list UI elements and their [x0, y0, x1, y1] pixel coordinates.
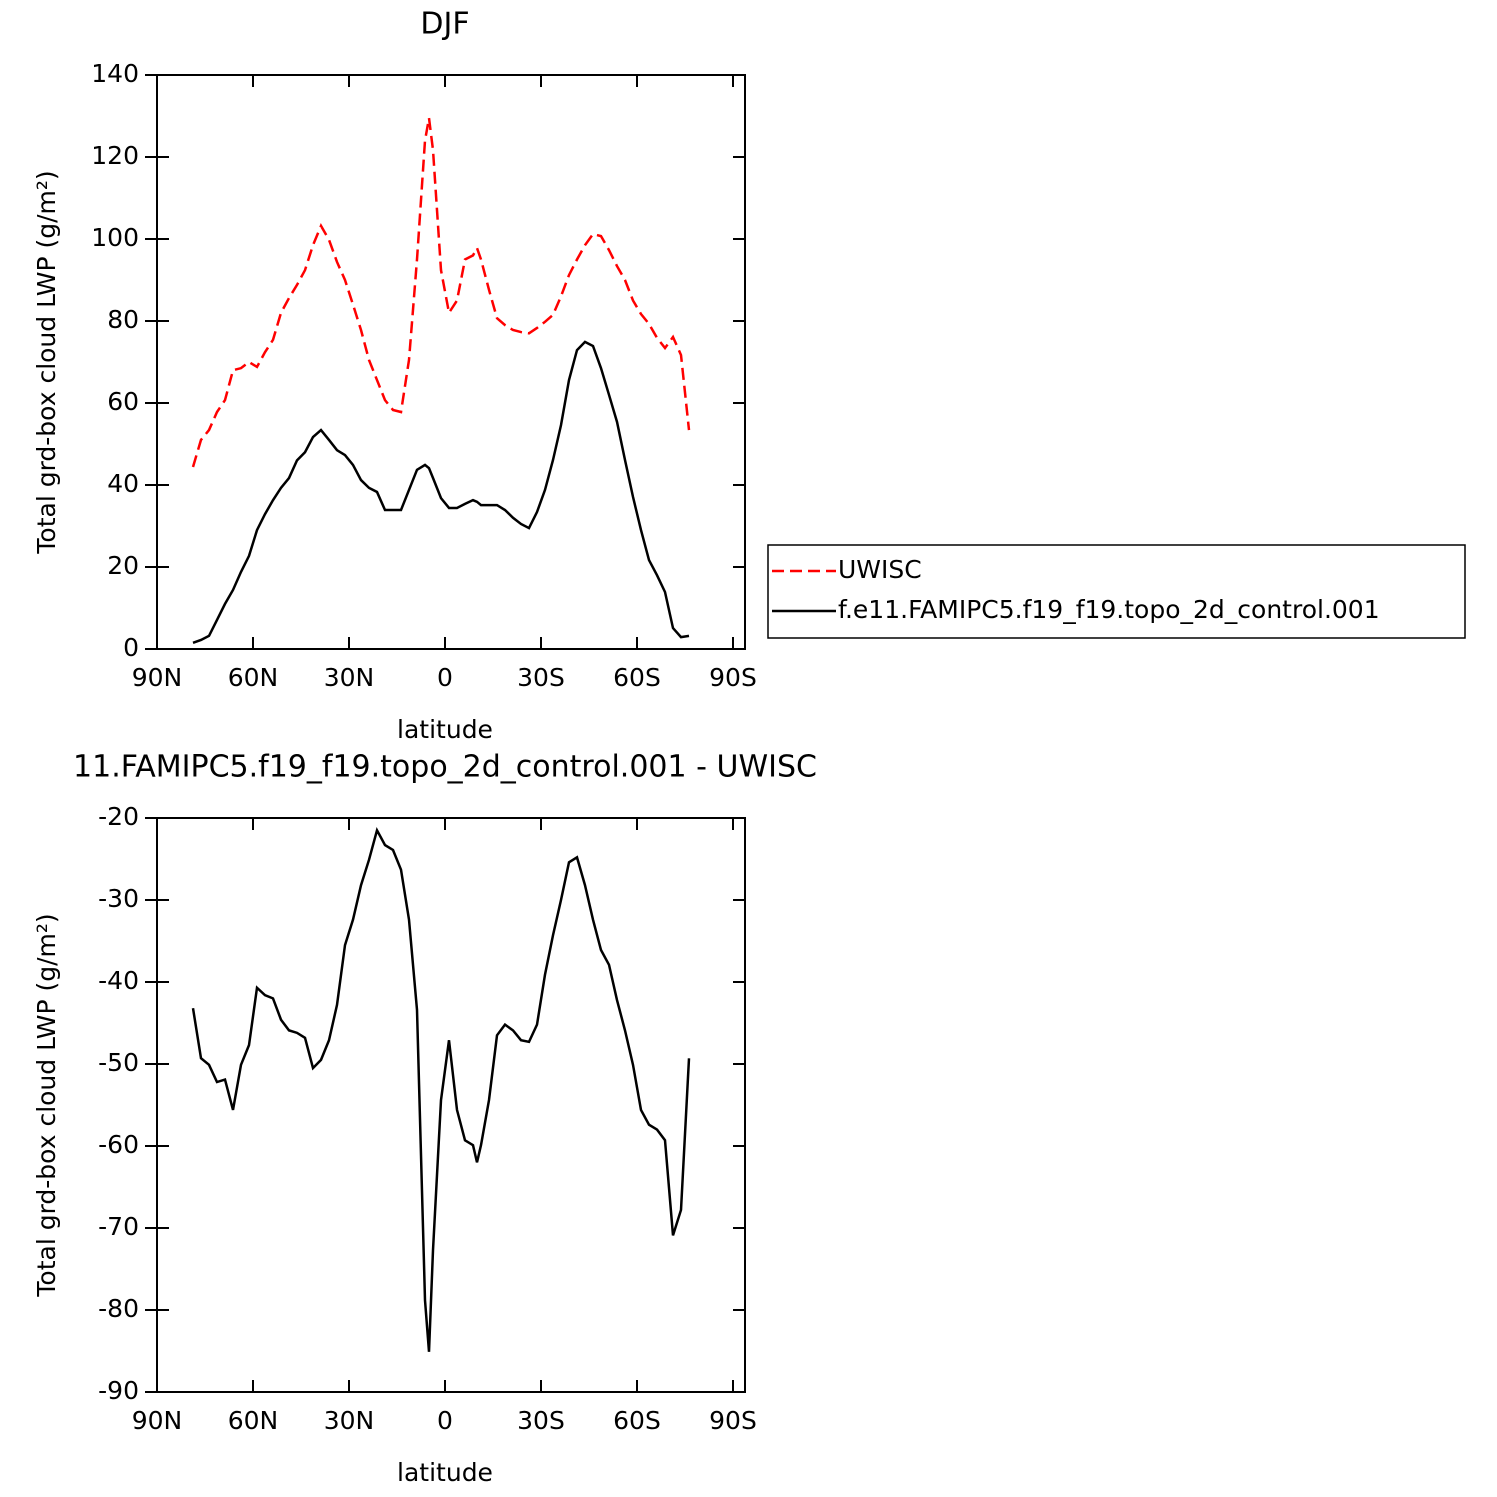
x-tick-label: 60S — [613, 1406, 661, 1435]
y-tick-label: -90 — [98, 1376, 139, 1405]
y-tick-label: 140 — [91, 59, 139, 88]
legend-box — [767, 544, 1466, 639]
x-tick-label: 0 — [437, 663, 453, 692]
x-tick-label: 90N — [132, 663, 183, 692]
y-tick-label: -60 — [98, 1130, 139, 1159]
y-tick-label: 20 — [107, 551, 139, 580]
data-line — [191, 117, 691, 468]
x-tick-label: 0 — [437, 1406, 453, 1435]
chart-title: 11.FAMIPC5.f19_f19.topo_2d_control.001 -… — [73, 750, 817, 785]
y-tick-label: 60 — [107, 387, 139, 416]
x-tick-label: 90N — [132, 1406, 183, 1435]
y-tick-label: -30 — [98, 884, 139, 913]
y-tick-label: 0 — [123, 633, 139, 662]
y-tick-label: -70 — [98, 1212, 139, 1241]
x-tick-label: 60S — [613, 663, 661, 692]
x-tick-label: 90S — [709, 663, 757, 692]
data-line — [191, 826, 691, 1352]
data-line — [192, 340, 690, 645]
y-axis-label: Total grd-box cloud LWP (g/m²) — [32, 170, 61, 554]
plot-frame — [156, 817, 746, 1393]
chart-title: DJF — [420, 7, 469, 42]
y-tick-label: -20 — [98, 802, 139, 831]
x-axis-label: latitude — [397, 715, 493, 744]
y-tick-label: 120 — [91, 141, 139, 170]
y-tick-label: -50 — [98, 1048, 139, 1077]
y-tick-label: -40 — [98, 966, 139, 995]
plot-frame — [156, 74, 746, 650]
y-tick-label: 40 — [107, 469, 139, 498]
y-tick-label: 100 — [91, 223, 139, 252]
y-axis-label: Total grd-box cloud LWP (g/m²) — [32, 913, 61, 1297]
y-tick-label: -80 — [98, 1294, 139, 1323]
legend-label: f.e11.FAMIPC5.f19_f19.topo_2d_control.00… — [838, 595, 1380, 624]
legend-label: UWISC — [838, 555, 922, 584]
x-tick-label: 30S — [517, 663, 565, 692]
x-axis-label: latitude — [397, 1458, 493, 1487]
x-tick-label: 60N — [228, 663, 279, 692]
x-tick-label: 90S — [709, 1406, 757, 1435]
x-tick-label: 30S — [517, 1406, 565, 1435]
x-tick-label: 30N — [324, 1406, 375, 1435]
x-tick-label: 30N — [324, 663, 375, 692]
y-tick-label: 80 — [107, 305, 139, 334]
x-tick-label: 60N — [228, 1406, 279, 1435]
